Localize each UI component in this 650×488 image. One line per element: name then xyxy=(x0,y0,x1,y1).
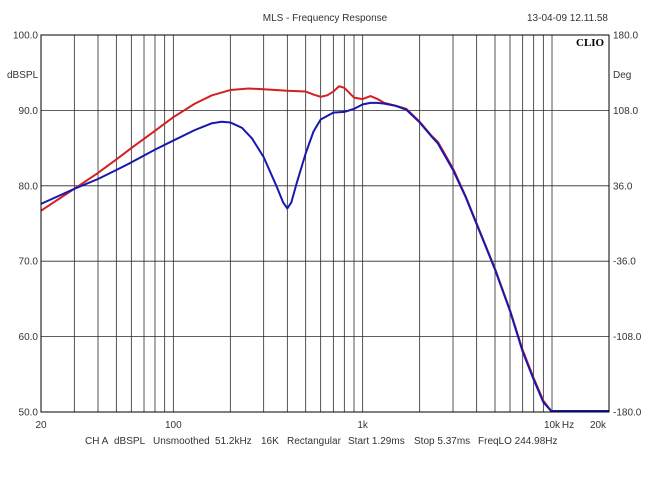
y-tick-label: 50.0 xyxy=(19,408,39,419)
x-tick-labels: 20 100 1k 10k 20k xyxy=(35,420,607,431)
y2-tick-label: -108.0 xyxy=(613,332,642,343)
y-tick-label: 90.0 xyxy=(19,106,39,117)
y-tick-label: 100.0 xyxy=(13,31,38,42)
timestamp: 13-04-09 12.11.58 xyxy=(527,13,608,24)
y2-tick-label: -36.0 xyxy=(613,257,636,268)
footer-sample-rate: 51.2kHz xyxy=(215,436,252,447)
footer-window: Rectangular xyxy=(287,436,342,447)
x-tick-label: 10k xyxy=(544,420,561,431)
y2-axis-label: Deg xyxy=(613,70,631,81)
plot-frame xyxy=(40,34,610,413)
footer-unit: dBSPL xyxy=(114,436,146,447)
y-axis-label: dBSPL xyxy=(7,70,39,81)
chart-title: MLS - Frequency Response xyxy=(263,13,388,24)
footer-start: Start 1.29ms xyxy=(348,436,405,447)
x-tick-label: 20k xyxy=(590,420,607,431)
y2-tick-label: 180.0 xyxy=(613,31,638,42)
footer-size: 16K xyxy=(261,436,279,447)
footer-freqlo: FreqLO 244.98Hz xyxy=(478,436,558,447)
footer-channel: CH A xyxy=(85,436,109,447)
y2-tick-labels: 180.0 108.0 36.0 -36.0 -108.0 -180.0 xyxy=(613,31,642,419)
clio-logo: CLIO xyxy=(576,37,605,49)
series-layer xyxy=(40,85,609,413)
series-line-2 xyxy=(40,101,553,413)
footer-smoothing: Unsmoothed xyxy=(153,436,210,447)
y2-tick-label: -180.0 xyxy=(613,408,642,419)
y2-tick-label: 36.0 xyxy=(613,181,633,192)
x-tick-label: 1k xyxy=(357,420,369,431)
series-line-1 xyxy=(40,85,553,413)
x-tick-label: 100 xyxy=(165,420,182,431)
y-tick-labels: 100.0 90.0 80.0 70.0 60.0 50.0 xyxy=(13,31,38,419)
footer: CH A dBSPL Unsmoothed 51.2kHz 16K Rectan… xyxy=(85,436,558,447)
y-tick-label: 60.0 xyxy=(19,332,39,343)
y-tick-label: 70.0 xyxy=(19,257,39,268)
x-unit-label: Hz xyxy=(562,420,574,431)
x-tick-label: 20 xyxy=(35,420,47,431)
y2-tick-label: 108.0 xyxy=(613,106,638,117)
footer-stop: Stop 5.37ms xyxy=(414,436,470,447)
y-tick-label: 80.0 xyxy=(19,181,39,192)
